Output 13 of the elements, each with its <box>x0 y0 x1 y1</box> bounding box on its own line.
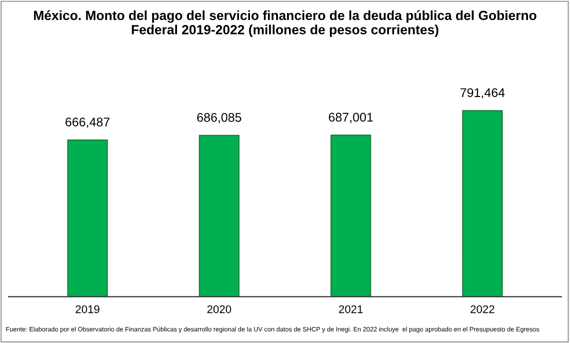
x-tick-label: 2019 <box>76 305 100 314</box>
x-tick-label: 2022 <box>470 305 494 314</box>
bar <box>198 134 240 297</box>
chart-title: México. Monto del pago del servicio financiero de la deuda pública del Gobierno Federal 2019-2022 (millones de pesos corrientes) <box>34 10 536 37</box>
data-label: 687,001 <box>328 112 373 124</box>
bar <box>462 110 503 297</box>
x-tick-label: 2021 <box>339 305 363 314</box>
data-label: 666,487 <box>66 118 110 128</box>
bar <box>330 134 372 297</box>
data-label: 686,085 <box>197 112 242 124</box>
bar <box>67 139 108 297</box>
x-tick-label: 2020 <box>207 305 232 314</box>
data-label: 791,464 <box>460 88 505 99</box>
